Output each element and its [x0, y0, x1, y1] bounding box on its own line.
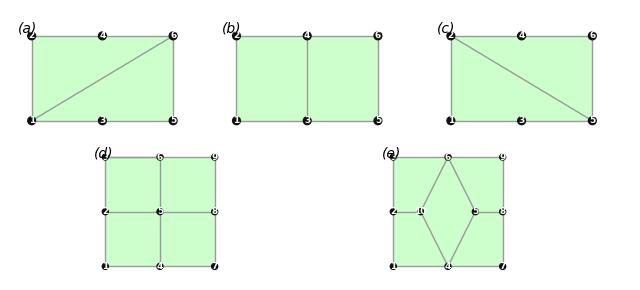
- Circle shape: [157, 263, 163, 269]
- Text: 6: 6: [445, 153, 451, 162]
- Text: 3: 3: [304, 116, 310, 125]
- Text: 1: 1: [102, 262, 108, 271]
- Text: 9: 9: [211, 153, 218, 162]
- Text: 3: 3: [102, 153, 108, 162]
- Text: 10: 10: [415, 207, 427, 216]
- Text: 6: 6: [157, 153, 163, 162]
- Text: 4: 4: [157, 262, 163, 271]
- Circle shape: [390, 154, 396, 160]
- Circle shape: [588, 32, 596, 40]
- Circle shape: [303, 32, 311, 40]
- Circle shape: [447, 117, 455, 125]
- Circle shape: [390, 209, 396, 215]
- Circle shape: [157, 209, 163, 215]
- Circle shape: [500, 209, 506, 215]
- Text: 3: 3: [518, 116, 525, 125]
- Text: 1: 1: [448, 116, 454, 125]
- Text: 2: 2: [390, 207, 396, 216]
- Text: (b): (b): [222, 22, 242, 36]
- Text: 6: 6: [375, 31, 381, 40]
- Circle shape: [212, 154, 218, 160]
- Circle shape: [157, 154, 163, 160]
- Circle shape: [28, 32, 36, 40]
- Polygon shape: [394, 157, 502, 267]
- Text: 1: 1: [390, 262, 396, 271]
- Circle shape: [102, 263, 108, 269]
- Text: 4: 4: [99, 31, 106, 40]
- Circle shape: [169, 32, 177, 40]
- Polygon shape: [307, 36, 378, 121]
- Circle shape: [418, 209, 424, 215]
- Text: 4: 4: [304, 31, 310, 40]
- Text: 7: 7: [499, 262, 506, 271]
- Text: 6: 6: [170, 31, 176, 40]
- Circle shape: [374, 32, 382, 40]
- Polygon shape: [106, 157, 214, 267]
- Text: 5: 5: [170, 116, 176, 125]
- Text: (c): (c): [436, 22, 455, 36]
- Circle shape: [99, 32, 106, 40]
- Circle shape: [374, 117, 382, 125]
- Circle shape: [28, 117, 36, 125]
- Circle shape: [472, 209, 478, 215]
- Circle shape: [447, 32, 455, 40]
- Circle shape: [102, 154, 108, 160]
- Text: 1: 1: [234, 116, 239, 125]
- Circle shape: [232, 117, 241, 125]
- Text: 5: 5: [157, 207, 163, 216]
- Text: 4: 4: [445, 262, 451, 271]
- Text: 3: 3: [390, 153, 396, 162]
- Text: 8: 8: [212, 207, 218, 216]
- Circle shape: [500, 263, 506, 269]
- Circle shape: [232, 32, 241, 40]
- Text: 5: 5: [375, 116, 381, 125]
- Text: 2: 2: [102, 207, 108, 216]
- Text: 7: 7: [211, 262, 218, 271]
- Text: 6: 6: [589, 31, 595, 40]
- Circle shape: [212, 209, 218, 215]
- Circle shape: [390, 263, 396, 269]
- Text: 1: 1: [29, 116, 35, 125]
- Circle shape: [518, 117, 525, 125]
- Polygon shape: [451, 36, 593, 121]
- Polygon shape: [236, 36, 307, 121]
- Text: 4: 4: [518, 31, 525, 40]
- Circle shape: [212, 263, 218, 269]
- Text: 2: 2: [29, 31, 35, 40]
- Text: 5: 5: [472, 207, 479, 216]
- Text: 5: 5: [589, 116, 595, 125]
- Text: 9: 9: [499, 153, 506, 162]
- Circle shape: [169, 117, 177, 125]
- Text: (a): (a): [17, 22, 36, 36]
- Circle shape: [518, 32, 525, 40]
- Text: (e): (e): [382, 146, 402, 160]
- Text: 2: 2: [448, 31, 454, 40]
- Circle shape: [303, 117, 311, 125]
- Text: 2: 2: [234, 31, 239, 40]
- Circle shape: [99, 117, 106, 125]
- Text: (d): (d): [94, 146, 114, 160]
- Circle shape: [588, 117, 596, 125]
- Circle shape: [445, 154, 451, 160]
- Circle shape: [500, 154, 506, 160]
- Circle shape: [102, 209, 108, 215]
- Text: 8: 8: [500, 207, 506, 216]
- Text: 3: 3: [99, 116, 106, 125]
- Circle shape: [445, 263, 451, 269]
- Polygon shape: [31, 36, 173, 121]
